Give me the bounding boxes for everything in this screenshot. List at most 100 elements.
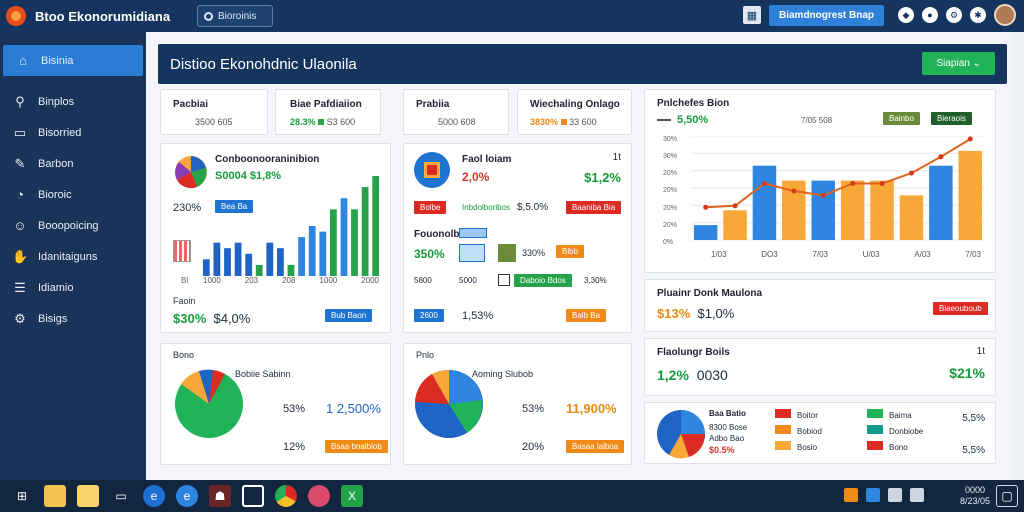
window-icon[interactable] [242,485,264,507]
legend-item: Donbiobe [867,425,959,436]
head-dropdown-button[interactable]: Siapian ⌄ [922,52,995,75]
trend-point [732,203,738,209]
kpi-value: 5000 608 [438,117,476,127]
olive-swatch-icon [498,244,516,262]
bottom-v2: $4,0% [213,311,251,326]
pie-button[interactable]: Bsaa bnalbiob [325,440,388,453]
apps-icon[interactable]: ▦ [742,6,761,24]
sidebar-item-list[interactable]: ☰ Idiamio [0,272,146,303]
sidebar-item-people[interactable]: ☺ Booopoicing [0,210,146,241]
bar-chart [202,176,380,276]
clock-time: 0000 [964,485,985,495]
legend-text: Bosio [797,443,818,452]
app-icon[interactable]: ☗ [209,485,231,507]
x-tick: U/03 [862,250,880,259]
pie-button[interactable]: Basaa lalboa [566,440,625,453]
check-icon[interactable] [498,274,510,286]
card-title: Conboonooraninibion [215,154,320,165]
tray-icon[interactable] [910,488,924,502]
legend-item: Bono [867,441,959,452]
chat-icon[interactable]: ● [922,7,938,23]
notification-icon[interactable]: ▢ [996,485,1018,507]
sidebar-item-gear[interactable]: ⚙ Bisigs [0,303,146,334]
pill-c[interactable]: 2600 [414,309,444,322]
bar [266,242,274,276]
avatar[interactable] [994,4,1016,26]
monitor-icon[interactable]: ▭ [115,489,127,503]
chrome-icon[interactable] [275,485,297,507]
pill-a[interactable]: Blbb [556,245,585,258]
pie-v1: 53% [283,403,306,415]
summary-button[interactable]: Biaeouboub [933,302,988,315]
pill-right[interactable]: Baaniba Bia [566,201,622,214]
sidebar-item-pen[interactable]: ✎ Barbon [0,148,146,179]
x-tick: 1000 [203,276,221,285]
bar [308,226,316,276]
combo-bar [899,195,924,240]
y-tick: 30% [663,136,678,143]
blue-swatch-icon [459,244,485,262]
legend-item: Baima [867,409,959,420]
x-tick: 7/03 [812,250,828,259]
folder-icon[interactable] [44,485,66,507]
kpi-card-1: Pacbiai 3500 605 [160,89,268,135]
pie-chart-2 [415,369,483,438]
legend: Boitor Baima Bobiod Donbiobe Bosio Bono [775,409,959,452]
card-title: Bono [173,350,195,360]
y-ticks: 30% 30% 20% 20% 20% 20% 0% [663,136,677,246]
pill-left[interactable]: Bolbe [414,201,447,214]
kpi-v1: 28.3% [290,117,316,127]
sidebar-item-search[interactable]: ⚲ Binplos [0,86,146,117]
top-bar: Btoo Ekonorumidiana Bioroinis ▦ Biamdnog… [0,0,1024,32]
tray-icon[interactable] [888,488,902,502]
filter-button-a[interactable]: Bainbo [883,112,920,125]
start-icon[interactable]: ⊞ [16,489,28,503]
edge-icon[interactable]: e [176,485,198,507]
card-bar-chart: Conboonooraninibion S0004 $1,8% 230% Bea… [160,143,391,333]
sidebar-item-label: Bioroic [38,188,72,201]
legend-text: Bobiod [797,427,822,436]
top-action-button[interactable]: Biamdnogrest Bnap [768,4,884,26]
media-icon[interactable] [308,485,330,507]
system-tray [844,488,924,502]
sidebar-item-home[interactable]: ⌂ Bisinia [3,45,143,76]
app-title: Btoo Ekonorumidiana [35,8,171,24]
settings-icon[interactable]: ⚙ [946,7,962,23]
bar [319,231,327,276]
kpi-v1: 3830% [530,117,559,127]
sidebar-item-gauge[interactable]: ◔ Bioroic [0,179,146,210]
legend-x: Bl [181,276,189,285]
browser-icon[interactable]: e [143,485,165,507]
search-box[interactable]: Bioroinis [197,5,273,27]
row-title: Fouonolbolon [414,229,481,240]
notify-icon[interactable]: ◆ [898,7,914,23]
pill-d[interactable]: Balb Ba [566,309,607,322]
legend-item: Boitor [775,409,867,420]
x-tick: A/03 [914,250,931,259]
pill-b[interactable]: Daboio Bdos [514,274,572,287]
kpi-label: Prabiia [416,99,450,110]
bar [340,198,348,276]
excel-icon[interactable]: X [341,485,363,507]
filter-button-b[interactable]: Bieraois [931,112,972,125]
help-icon[interactable]: ✱ [970,7,986,23]
people-icon: ☺ [13,218,27,233]
bottom-button[interactable]: Bub Baon [325,309,373,322]
files-icon[interactable] [77,485,99,507]
tray-icon[interactable] [844,488,858,502]
tray-icon[interactable] [866,488,880,502]
clock[interactable]: 0000 8/23/05 [960,485,990,507]
sidebar-item-label: Idiamio [38,281,74,294]
trend-point [762,181,767,186]
sidebar-item-monitor[interactable]: ▭ Bisorried [0,117,146,148]
globe-icon [414,152,450,188]
tag-pill[interactable]: Bea Ba [215,200,254,213]
card-title: Flaolungr Boils [657,347,730,358]
pen-icon: ✎ [14,155,26,171]
kpi-label: Biae Pafdiaiion [290,99,362,110]
metric-v1: 2,0% [462,170,490,184]
row2-value: 5800 [414,276,432,285]
sidebar-item-handshake[interactable]: ✋ Idanitaiguns [0,241,146,272]
summary-v1: $13% [657,306,691,321]
combo-bar [840,180,865,240]
